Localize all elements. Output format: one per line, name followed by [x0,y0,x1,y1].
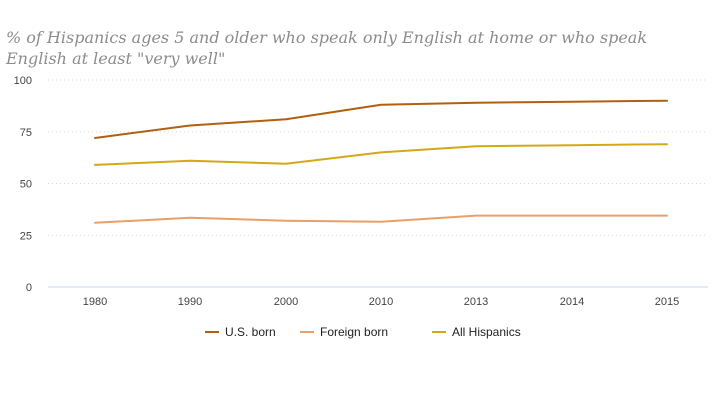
x-tick-label: 2010 [369,296,393,308]
legend-label[interactable]: Foreign born [320,325,388,339]
x-tick-label: 2015 [655,296,679,308]
legend-label[interactable]: U.S. born [225,325,276,339]
legend-label[interactable]: All Hispanics [452,325,521,339]
series-line-2 [94,143,668,166]
x-tick-label: 2000 [274,296,298,308]
y-tick-label: 100 [14,75,32,87]
y-tick-label: 50 [20,179,32,191]
chart-subtitle: % of Hispanics ages 5 and older who spea… [6,28,648,68]
y-tick-label: 0 [26,282,32,294]
x-tick-label: 1980 [83,296,107,308]
series-line-1 [94,214,668,224]
x-tick-label: 1990 [178,296,202,308]
y-tick-label: 75 [20,127,32,139]
series-line-0 [94,99,668,139]
x-tick-label: 2013 [464,296,488,308]
x-tick-label: 2014 [560,296,584,308]
y-tick-label: 25 [20,230,32,242]
